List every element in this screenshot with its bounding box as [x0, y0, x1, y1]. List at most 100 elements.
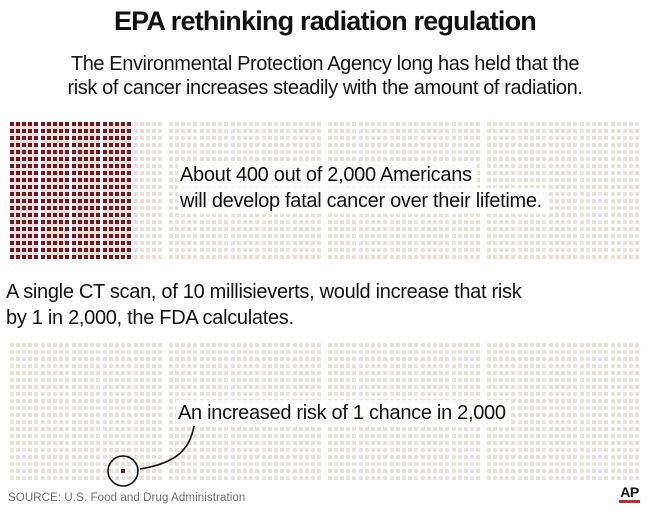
waffle-cell	[524, 213, 528, 217]
waffle-cell	[218, 448, 222, 452]
waffle-cell	[181, 143, 185, 147]
waffle-cell	[169, 136, 173, 140]
waffle-cell	[499, 469, 503, 473]
waffle-cell	[249, 448, 253, 452]
waffle-cell	[592, 157, 596, 161]
waffle-cell	[635, 441, 639, 445]
waffle-cell	[635, 220, 639, 224]
waffle-cell	[635, 255, 639, 259]
waffle-cell	[193, 378, 197, 382]
waffle-cell	[328, 455, 332, 459]
waffle-cell	[59, 399, 63, 403]
waffle-cell-filled	[115, 213, 119, 217]
waffle-cell	[134, 178, 138, 182]
waffle-cell	[193, 220, 197, 224]
waffle-cell	[536, 350, 540, 354]
waffle-cell	[445, 476, 449, 480]
waffle-cell	[328, 241, 332, 245]
waffle-cell	[470, 343, 474, 347]
waffle-cell	[542, 441, 546, 445]
waffle-cell	[305, 255, 309, 259]
waffle-cell	[592, 434, 596, 438]
waffle-cell	[317, 234, 321, 238]
waffle-cell	[268, 136, 272, 140]
waffle-cell	[493, 220, 497, 224]
waffle-cell	[542, 413, 546, 417]
waffle-cell	[377, 157, 381, 161]
waffle-cell	[218, 220, 222, 224]
waffle-cell	[505, 227, 509, 231]
waffle-cell	[617, 350, 621, 354]
waffle-cell	[158, 371, 162, 375]
waffle-cell	[103, 441, 107, 445]
waffle-cell	[493, 178, 497, 182]
waffle-cell	[359, 255, 363, 259]
waffle-cell	[567, 357, 571, 361]
waffle-cell	[293, 150, 297, 154]
waffle-cell-filled	[127, 213, 131, 217]
waffle-cell	[396, 129, 400, 133]
waffle-cell	[224, 427, 228, 431]
waffle-cell	[433, 364, 437, 368]
waffle-cell	[439, 364, 443, 368]
waffle-cell-filled	[34, 122, 38, 126]
waffle-cell-filled	[90, 192, 94, 196]
waffle-cell	[611, 350, 615, 354]
waffle-cell	[237, 385, 241, 389]
waffle-cell	[499, 343, 503, 347]
waffle-cell	[181, 357, 185, 361]
waffle-cell	[623, 227, 627, 231]
waffle-cell	[470, 220, 474, 224]
waffle-cell	[255, 234, 259, 238]
waffle-cell	[536, 371, 540, 375]
waffle-cell	[231, 469, 235, 473]
waffle-cell	[464, 455, 468, 459]
waffle-cell-filled	[84, 220, 88, 224]
waffle-cell	[511, 241, 515, 245]
waffle-cell-filled	[84, 192, 88, 196]
waffle-cell	[28, 350, 32, 354]
waffle-cell	[580, 462, 584, 466]
waffle-cell	[305, 122, 309, 126]
waffle-cell	[193, 434, 197, 438]
waffle-cell	[445, 343, 449, 347]
waffle-cell	[617, 406, 621, 410]
waffle-cell	[427, 427, 431, 431]
waffle-cell-filled	[121, 469, 125, 473]
waffle-cell	[218, 441, 222, 445]
waffle-cell	[567, 441, 571, 445]
waffle-cell	[604, 171, 608, 175]
waffle-cell	[274, 378, 278, 382]
waffle-cell	[580, 441, 584, 445]
waffle-cell	[573, 220, 577, 224]
waffle-cell	[152, 171, 156, 175]
waffle-cell	[611, 441, 615, 445]
waffle-cell	[152, 455, 156, 459]
waffle-cell	[604, 178, 608, 182]
waffle-cell	[10, 385, 14, 389]
waffle-cell	[16, 469, 20, 473]
waffle-cell-filled	[90, 227, 94, 231]
waffle-cell	[193, 364, 197, 368]
waffle-cell	[470, 448, 474, 452]
waffle-cell	[146, 413, 150, 417]
waffle-cell	[359, 220, 363, 224]
waffle-cell-filled	[59, 248, 63, 252]
waffle-cell	[286, 122, 290, 126]
waffle-cell	[580, 469, 584, 473]
waffle-cell	[464, 350, 468, 354]
waffle-cell	[299, 143, 303, 147]
waffle-cell-filled	[96, 150, 100, 154]
waffle-cell	[140, 406, 144, 410]
waffle-cell	[408, 392, 412, 396]
waffle-cell	[352, 427, 356, 431]
waffle-cell-filled	[41, 234, 45, 238]
waffle-cell	[200, 129, 204, 133]
waffle-cell	[561, 150, 565, 154]
waffle-cell-filled	[109, 206, 113, 210]
waffle-cell-filled	[34, 192, 38, 196]
waffle-cell	[611, 255, 615, 259]
waffle-cell	[212, 122, 216, 126]
waffle-cell	[224, 476, 228, 480]
waffle-cell-filled	[121, 143, 125, 147]
